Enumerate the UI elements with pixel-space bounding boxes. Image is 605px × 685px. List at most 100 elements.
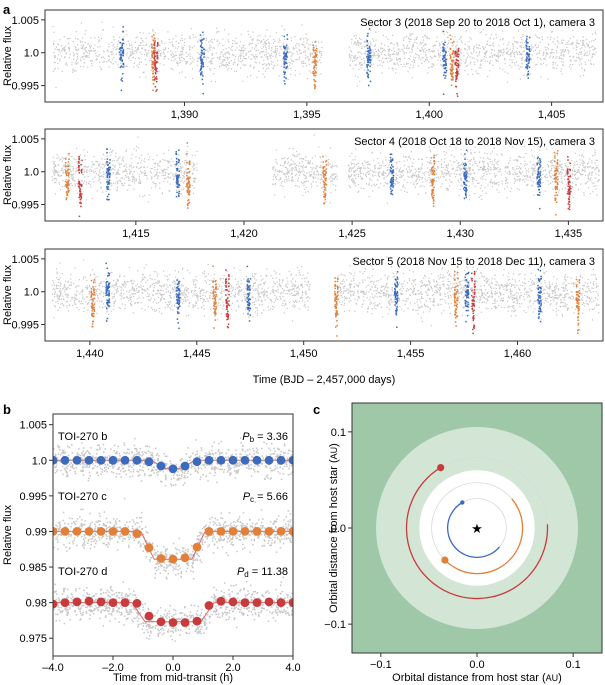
flux-point bbox=[477, 182, 479, 184]
flux-point bbox=[472, 177, 474, 179]
flux-point bbox=[461, 178, 463, 180]
flux-point bbox=[547, 48, 549, 50]
flux-point bbox=[112, 172, 114, 174]
flux-point bbox=[591, 40, 593, 42]
flux-point bbox=[552, 67, 554, 69]
transit-point bbox=[200, 72, 202, 74]
flux-point bbox=[161, 52, 163, 54]
flux-point bbox=[415, 180, 417, 183]
flux-point bbox=[96, 58, 98, 61]
flux-point bbox=[262, 51, 264, 53]
flux-point bbox=[360, 175, 362, 177]
flux-point bbox=[582, 161, 584, 163]
flux-point bbox=[445, 174, 447, 176]
flux-point bbox=[397, 51, 399, 53]
transit-point bbox=[152, 70, 154, 72]
flux-point bbox=[165, 177, 167, 179]
flux-point bbox=[458, 179, 460, 182]
flux-point bbox=[454, 161, 456, 163]
flux-point bbox=[191, 166, 194, 168]
flux-point bbox=[85, 50, 87, 52]
flux-point bbox=[82, 47, 84, 49]
flux-point bbox=[241, 49, 243, 51]
flux-point bbox=[248, 33, 250, 36]
flux-point bbox=[587, 167, 589, 169]
transit-point bbox=[156, 52, 158, 55]
flux-point bbox=[398, 169, 400, 171]
flux-point bbox=[121, 49, 123, 51]
flux-point bbox=[260, 41, 262, 43]
flux-point bbox=[95, 55, 97, 57]
flux-point bbox=[127, 176, 129, 178]
flux-point bbox=[265, 40, 267, 42]
flux-point bbox=[163, 174, 165, 176]
flux-point bbox=[136, 36, 138, 38]
flux-point bbox=[368, 182, 370, 184]
flux-point bbox=[486, 173, 488, 175]
flux-point bbox=[61, 45, 63, 47]
flux-point bbox=[296, 51, 298, 53]
flux-point bbox=[320, 41, 323, 43]
flux-point bbox=[309, 53, 311, 55]
flux-point bbox=[163, 51, 165, 53]
flux-point bbox=[571, 169, 573, 171]
flux-point bbox=[98, 177, 100, 179]
flux-point bbox=[63, 166, 65, 168]
transit-point bbox=[122, 73, 124, 75]
flux-point bbox=[348, 167, 351, 169]
flux-point bbox=[397, 53, 399, 56]
flux-point bbox=[168, 177, 170, 179]
flux-point bbox=[431, 172, 433, 174]
flux-point bbox=[525, 167, 527, 169]
flux-point bbox=[495, 162, 497, 164]
flux-point bbox=[198, 58, 200, 60]
flux-point bbox=[285, 61, 287, 63]
flux-point bbox=[409, 168, 411, 170]
flux-point bbox=[272, 166, 274, 168]
flux-point bbox=[115, 48, 117, 50]
flux-point bbox=[109, 189, 111, 191]
flux-point bbox=[223, 29, 226, 31]
flux-point bbox=[302, 158, 304, 160]
transit-point bbox=[68, 179, 70, 181]
flux-point bbox=[97, 180, 100, 182]
flux-point bbox=[382, 50, 384, 52]
flux-point bbox=[462, 165, 464, 167]
flux-point bbox=[524, 165, 526, 167]
flux-point bbox=[532, 167, 534, 169]
transit-point bbox=[323, 195, 325, 198]
flux-point bbox=[567, 52, 569, 54]
flux-point bbox=[303, 158, 305, 160]
flux-point bbox=[480, 177, 482, 179]
y-tick-label: 1.005 bbox=[11, 15, 39, 27]
flux-point bbox=[114, 182, 117, 184]
flux-point bbox=[440, 64, 442, 66]
flux-point bbox=[196, 64, 198, 66]
flux-point bbox=[145, 76, 147, 78]
flux-point bbox=[304, 175, 306, 177]
flux-point bbox=[531, 54, 533, 56]
flux-point bbox=[561, 180, 563, 182]
flux-point bbox=[412, 162, 414, 164]
flux-point bbox=[468, 185, 470, 187]
flux-point bbox=[73, 173, 75, 175]
flux-point bbox=[369, 164, 371, 166]
transit-point bbox=[369, 62, 372, 64]
flux-point bbox=[505, 180, 507, 182]
flux-point bbox=[549, 55, 551, 57]
flux-point bbox=[83, 169, 85, 171]
flux-point bbox=[426, 179, 428, 181]
flux-point bbox=[569, 170, 571, 172]
flux-point bbox=[447, 188, 449, 191]
flux-point bbox=[549, 39, 551, 41]
transit-point bbox=[202, 65, 205, 68]
flux-point bbox=[305, 57, 307, 59]
flux-point bbox=[130, 170, 132, 172]
flux-point bbox=[582, 36, 584, 38]
flux-point bbox=[369, 41, 371, 43]
flux-point bbox=[585, 63, 587, 65]
flux-point bbox=[171, 41, 173, 43]
flux-point bbox=[560, 174, 562, 176]
flux-point bbox=[290, 55, 292, 57]
transit-point bbox=[121, 47, 123, 49]
